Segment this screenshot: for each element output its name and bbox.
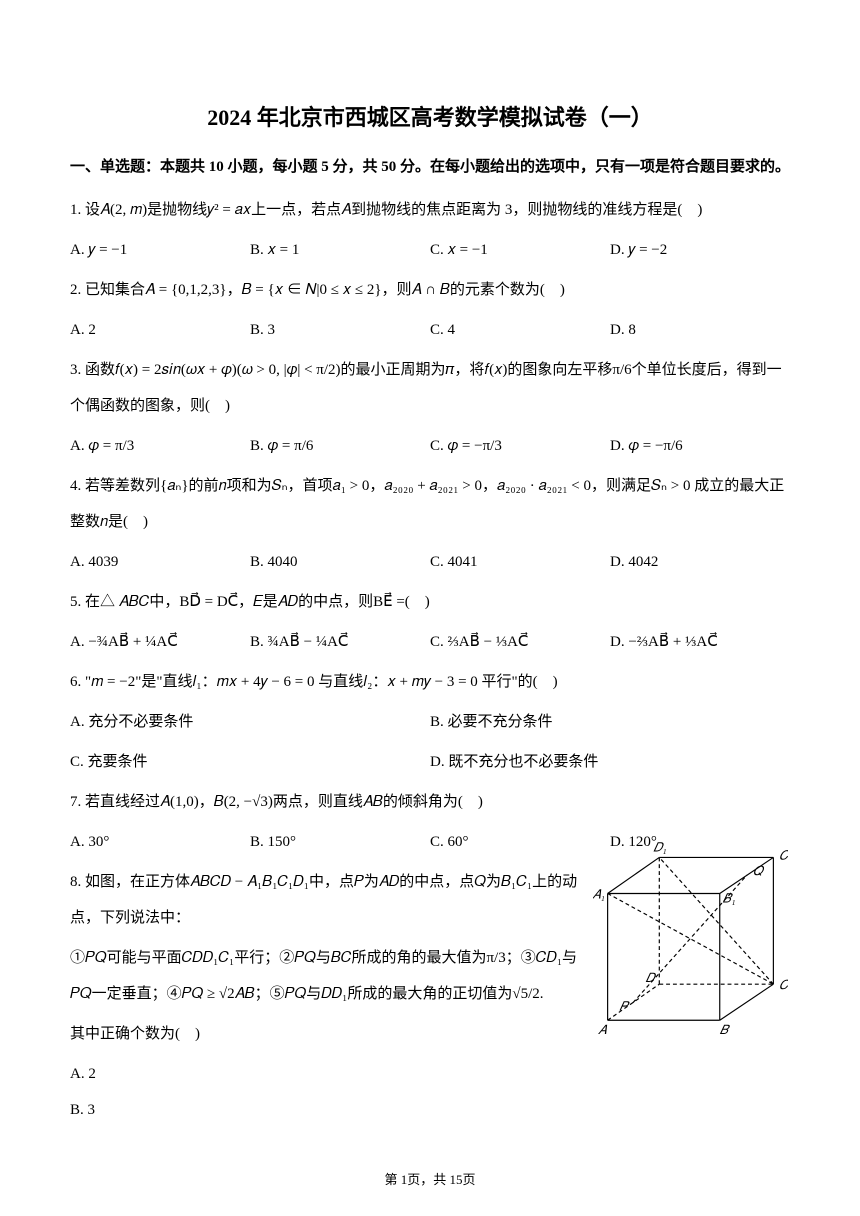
svg-text:𝐴: 𝐴	[598, 1023, 608, 1035]
q5-options: A. −¾AB⃗ + ¼AC⃗ B. ¾AB⃗ − ¼AC⃗ C. ⅔AB⃗ −…	[70, 624, 790, 660]
svg-text:𝐵₁: 𝐵₁	[723, 891, 736, 905]
q2-options: A. 2 B. 3 C. 4 D. 8	[70, 312, 790, 348]
page-title: 2024 年北京市西城区高考数学模拟试卷（一）	[70, 100, 790, 132]
q7-text: 7. 若直线经过𝐴(1,0)，𝐵(2, −√3)两点，则直线𝐴𝐵的倾斜角为( )	[70, 784, 790, 820]
q5-text: 5. 在△ 𝐴𝐵𝐶中，BD⃗ = DC⃗，𝐸是𝐴𝐷的中点，则BE⃗ =( )	[70, 584, 790, 620]
q1-opt-d: D. 𝑦 = −2	[610, 232, 790, 268]
q2-opt-c: C. 4	[430, 312, 610, 348]
q6-opt-d: D. 既不充分也不必要条件	[430, 744, 790, 780]
q6-opt-b: B. 必要不充分条件	[430, 704, 790, 740]
q2-opt-b: B. 3	[250, 312, 430, 348]
q3-opt-c: C. 𝜑 = −π/3	[430, 428, 610, 464]
q1-opt-c: C. 𝑥 = −1	[430, 232, 610, 268]
q6-opt-a: A. 充分不必要条件	[70, 704, 430, 740]
q4-opt-b: B. 4040	[250, 544, 430, 580]
svg-text:𝐶: 𝐶	[779, 978, 788, 992]
q4-text: 4. 若等差数列{𝑎ₙ}的前𝑛项和为𝑆ₙ，首项𝑎₁ > 0，𝑎₂₀₂₀ + 𝑎₂…	[70, 468, 790, 540]
q8-opt-b: B. 3	[70, 1092, 580, 1128]
q2-opt-d: D. 8	[610, 312, 790, 348]
q2-opt-a: A. 2	[70, 312, 250, 348]
q5-opt-c: C. ⅔AB⃗ − ⅓AC⃗	[430, 624, 610, 660]
q6-options-cd: C. 充要条件 D. 既不充分也不必要条件	[70, 744, 790, 780]
q7-opt-b: B. 150°	[250, 824, 430, 860]
q2-text: 2. 已知集合𝐴 = {0,1,2,3}，𝐵 = {𝑥 ∈ 𝑁|0 ≤ 𝑥 ≤ …	[70, 272, 790, 308]
svg-text:𝐷: 𝐷	[646, 971, 657, 985]
q3-opt-a: A. 𝜑 = π/3	[70, 428, 250, 464]
q8-text3: 其中正确个数为( )	[70, 1016, 580, 1052]
q8-options: A. 2 B. 3	[70, 1056, 580, 1128]
svg-text:𝐷₁: 𝐷₁	[653, 841, 666, 855]
q6-text: 6. "𝑚 = −2"是"直线𝑙₁：𝑚𝑥 + 4𝑦 − 6 = 0 与直线𝑙₂：…	[70, 664, 790, 700]
q4-opt-d: D. 4042	[610, 544, 790, 580]
q1-text: 1. 设𝐴(2, 𝑚)是抛物线𝑦² = 𝑎𝑥上一点，若点𝐴到抛物线的焦点距离为 …	[70, 192, 790, 228]
page-footer: 第 1页，共 15页	[0, 1169, 860, 1188]
q5-opt-a: A. −¾AB⃗ + ¼AC⃗	[70, 624, 250, 660]
q4-options: A. 4039 B. 4040 C. 4041 D. 4042	[70, 544, 790, 580]
q4-opt-c: C. 4041	[430, 544, 610, 580]
q3-text: 3. 函数𝑓(𝑥) = 2𝑠𝑖𝑛(𝜔𝑥 + 𝜑)(𝜔 > 0, |𝜑| < π/…	[70, 352, 790, 424]
cube-diagram: 𝐴 𝐵 𝐶 𝐷 𝐴₁ 𝐵₁ 𝐶₁ 𝐷₁ 𝑃 𝑄	[593, 830, 788, 1035]
section-header: 一、单选题：本题共 10 小题，每小题 5 分，共 50 分。在每小题给出的选项…	[70, 152, 790, 182]
q3-options: A. 𝜑 = π/3 B. 𝜑 = π/6 C. 𝜑 = −π/3 D. 𝜑 =…	[70, 428, 790, 464]
q5-opt-d: D. −⅔AB⃗ + ⅓AC⃗	[610, 624, 790, 660]
q3-opt-b: B. 𝜑 = π/6	[250, 428, 430, 464]
svg-text:𝑃: 𝑃	[619, 1000, 630, 1014]
q1-opt-b: B. 𝑥 = 1	[250, 232, 430, 268]
q6-opt-c: C. 充要条件	[70, 744, 430, 780]
q3-opt-d: D. 𝜑 = −π/6	[610, 428, 790, 464]
svg-text:𝐶₁: 𝐶₁	[779, 848, 788, 862]
q5-opt-b: B. ¾AB⃗ − ¼AC⃗	[250, 624, 430, 660]
svg-text:𝐴₁: 𝐴₁	[593, 887, 605, 901]
q7-opt-a: A. 30°	[70, 824, 250, 860]
q6-options-ab: A. 充分不必要条件 B. 必要不充分条件	[70, 704, 790, 740]
q8-text1: 8. 如图，在正方体𝐴𝐵𝐶𝐷 − 𝐴₁𝐵₁𝐶₁𝐷₁中，点𝑃为𝐴𝐷的中点，点𝑄为𝐵…	[70, 864, 580, 936]
q4-opt-a: A. 4039	[70, 544, 250, 580]
q1-options: A. 𝑦 = −1 B. 𝑥 = 1 C. 𝑥 = −1 D. 𝑦 = −2	[70, 232, 790, 268]
q8-opt-a: A. 2	[70, 1056, 580, 1092]
svg-text:𝑄: 𝑄	[753, 864, 765, 878]
q8-text2: ①𝑃𝑄可能与平面𝐶𝐷𝐷₁𝐶₁平行；②𝑃𝑄与𝐵𝐶所成的角的最大值为π/3；③𝐶𝐷₁…	[70, 940, 580, 1012]
q7-opt-c: C. 60°	[430, 824, 610, 860]
q1-opt-a: A. 𝑦 = −1	[70, 232, 250, 268]
svg-text:𝐵: 𝐵	[720, 1023, 731, 1035]
